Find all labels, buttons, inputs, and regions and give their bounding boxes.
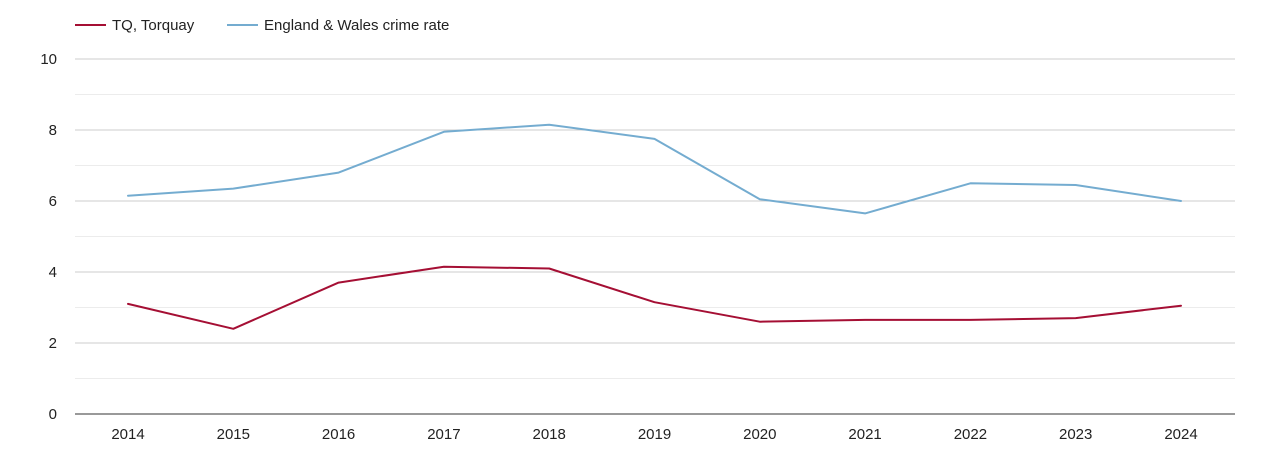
x-tick-label: 2017 (427, 426, 460, 443)
x-tick-label: 2019 (638, 426, 671, 443)
series-line-england-wales (127, 123, 1182, 215)
series-line-torquay (127, 265, 1182, 330)
x-tick-label: 2024 (1164, 426, 1197, 443)
x-tick-label: 2015 (217, 426, 250, 443)
x-tick-label: 2022 (954, 426, 987, 443)
x-tick-label: 2021 (848, 426, 881, 443)
y-tick-label: 10 (40, 51, 57, 68)
y-tick-label: 2 (49, 335, 57, 352)
x-tick-label: 2023 (1059, 426, 1092, 443)
y-tick-label: 0 (49, 406, 57, 423)
y-axis-ticks: 0 2 4 6 8 10 (40, 51, 57, 423)
series-lines (127, 123, 1182, 330)
x-tick-label: 2020 (743, 426, 776, 443)
x-tick-label: 2016 (322, 426, 355, 443)
gridlines (75, 58, 1235, 415)
legend-label-england-wales: England & Wales crime rate (264, 17, 449, 34)
x-tick-label: 2018 (533, 426, 566, 443)
y-tick-label: 8 (49, 122, 57, 139)
x-axis-ticks: 2014 2015 2016 2017 2018 2019 2020 2021 2022 2023… (111, 426, 1197, 443)
x-tick-label: 2014 (111, 426, 144, 443)
y-tick-label: 4 (49, 264, 57, 281)
legend: TQ, Torquay England & Wales crime rate (75, 17, 449, 34)
legend-label-torquay: TQ, Torquay (112, 17, 195, 34)
y-tick-label: 6 (49, 193, 57, 210)
